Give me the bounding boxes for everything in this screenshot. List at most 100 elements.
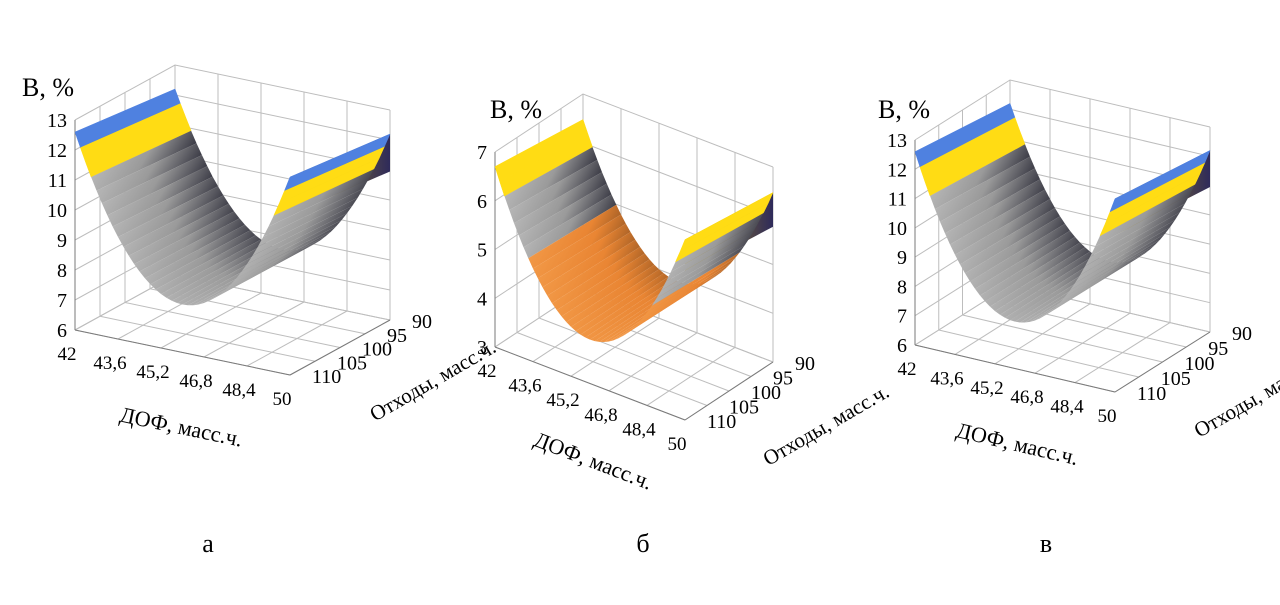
x-tick-label: 45,2 <box>136 362 169 383</box>
z-tick-label: 7 <box>897 306 907 328</box>
z-tick-label: 6 <box>897 335 907 357</box>
surface-strip-gray <box>263 179 369 237</box>
surface-strip-gray <box>241 213 347 272</box>
surface-strip-orange <box>575 273 669 335</box>
y-tick-label: 105 <box>337 352 367 374</box>
surface-strip-gray <box>247 205 353 264</box>
surface-strip-gray <box>155 235 261 294</box>
surface-strip-orange <box>561 259 655 322</box>
surface-strip-gray <box>930 144 1030 210</box>
x-tick-label: 50 <box>273 389 292 410</box>
surface-strip-gray <box>139 218 245 279</box>
surface-strip-orange <box>580 276 674 338</box>
axis-lines <box>914 140 1211 393</box>
floor-gridline-y <box>516 332 708 406</box>
surface-strip-gray <box>123 195 229 256</box>
z-tick-label: 13 <box>887 130 907 152</box>
x-axis-title: ДОФ, масс.ч. <box>118 402 245 452</box>
surface-strip-gray <box>1075 220 1175 283</box>
y-tick-label: 95 <box>387 325 407 347</box>
surface-strip-orange <box>585 279 678 340</box>
x-tick-label: 43,6 <box>93 353 126 374</box>
surface-strip-gray <box>935 156 1035 222</box>
surface-strip-gray <box>1060 239 1160 303</box>
surface-strip-orange <box>632 268 726 329</box>
y-tick-label: 95 <box>773 368 793 390</box>
surface-strip-gray <box>1050 249 1150 312</box>
surface-strip-gray <box>91 130 197 191</box>
surface-strip-gray <box>118 186 224 247</box>
surface-strip-gray <box>995 251 1095 315</box>
surface-strip-gray <box>166 243 272 301</box>
surface-strip-gray <box>1000 255 1100 318</box>
surface-strip-yellow <box>679 191 774 252</box>
y-tick-label: 110 <box>312 366 341 388</box>
x-tick-label: 48,4 <box>622 419 656 440</box>
z-tick-label: 9 <box>57 230 67 252</box>
surface-strip-gray <box>509 159 602 224</box>
y-axis-line <box>1114 331 1211 393</box>
surface-strip-gray <box>257 188 364 247</box>
surface-strip-gray <box>214 240 321 298</box>
panel-label: а <box>202 529 214 558</box>
surface-strip-gray <box>225 231 331 290</box>
z-tick-label: 12 <box>887 159 907 181</box>
x-tick-label: 42 <box>898 359 917 380</box>
z-axis-title: В, % <box>22 73 74 102</box>
x-axis-line <box>74 329 291 376</box>
surface-strip-gray <box>1065 233 1165 297</box>
surface-strip-gray <box>945 179 1045 245</box>
surface-strip-orange <box>566 264 659 327</box>
z-tick-label: 4 <box>477 288 487 310</box>
surface-strip-gray <box>990 247 1090 312</box>
x-tick-label: 50 <box>668 434 687 455</box>
y-tick-label: 110 <box>1137 383 1166 405</box>
x-tick-label: 50 <box>1098 406 1117 427</box>
surface-strip-gray <box>107 166 213 227</box>
surface-strip-orange <box>571 269 664 332</box>
surface-strip-gray <box>128 203 235 264</box>
surface-strip-gray <box>980 236 1080 302</box>
surface-strip-orange <box>537 223 631 288</box>
x-tick-label: 46,8 <box>584 405 617 426</box>
surface-strip-orange <box>552 246 645 311</box>
z-tick-label: 6 <box>57 320 67 342</box>
surface-strip-gray <box>1070 227 1170 291</box>
surface-strip-gray <box>1085 203 1185 267</box>
z-tick-label: 5 <box>477 240 487 262</box>
surface <box>914 103 1211 323</box>
surface-strip-gray <box>161 239 267 298</box>
surface <box>494 119 774 342</box>
surface-strip-gray <box>101 155 208 216</box>
y-axis-line <box>289 319 391 376</box>
surface-strip-gray <box>1055 244 1155 308</box>
surface-strip-orange <box>533 214 626 279</box>
x-tick-label: 46,8 <box>1010 387 1043 408</box>
surface-strip-gray <box>252 197 358 256</box>
z-axis-title: В, % <box>878 95 930 124</box>
surface-strip-gray <box>523 194 617 259</box>
x-tick-label: 45,2 <box>970 378 1003 399</box>
surface-strip-gray <box>112 176 218 237</box>
surface-strip-orange <box>647 252 740 313</box>
z-tick-label: 11 <box>888 189 907 211</box>
y-tick-label: 105 <box>729 397 759 419</box>
surface-strip-blue <box>1109 149 1211 213</box>
surface-strip-orange <box>628 272 721 333</box>
surface-strip-orange <box>556 253 650 317</box>
surface-strip-orange <box>528 204 621 269</box>
x-axis-line <box>914 344 1116 393</box>
floor-gridline-y <box>538 317 730 392</box>
x-tick-label: 43,6 <box>930 368 963 389</box>
surface-strip-gray <box>220 236 326 294</box>
surface-strip-gray <box>96 143 202 204</box>
surface-strip-gray <box>970 223 1070 289</box>
z-tick-label: 11 <box>48 170 67 192</box>
surface-strip-gray <box>651 245 745 306</box>
